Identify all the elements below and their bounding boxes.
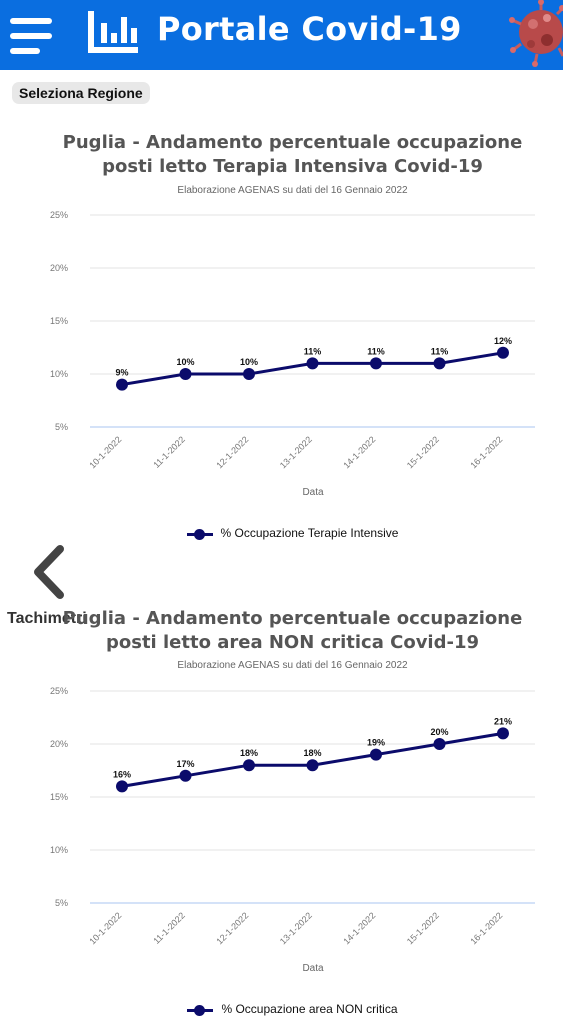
data-point <box>306 357 319 370</box>
data-point <box>116 780 128 793</box>
line-chart-plot: 5% 10% 15% 20% 25% 16% 17% 18% 18% 19% 20% 21% 10-1-… <box>50 686 535 972</box>
x-tick-label: 10-1-2022 <box>87 910 123 946</box>
chart-area-non-critica: Puglia - Andamento percentuale occupazio… <box>0 607 563 1024</box>
chart-subtitle: Elaborazione AGENAS su dati del 16 Genna… <box>177 660 408 671</box>
data-label: 9% <box>115 368 128 378</box>
data-point <box>179 769 192 782</box>
y-tick-label: 10% <box>50 845 68 855</box>
chevron-left-icon[interactable] <box>30 544 70 600</box>
data-label: 18% <box>240 748 258 758</box>
y-tick-label: 10% <box>50 369 68 379</box>
chart-legend[interactable]: % Occupazione area NON critica <box>0 1002 563 1016</box>
x-tick-label: 12-1-2022 <box>214 434 250 470</box>
data-label: 11% <box>431 346 449 356</box>
line-chart-plot: 5% 10% 15% 20% 25% 9% 10% 10% 11% 11% 11% 12% 10-1-2… <box>50 210 535 496</box>
x-tick-label: 16-1-2022 <box>468 910 504 946</box>
data-point <box>179 368 192 380</box>
y-tick-label: 20% <box>50 263 68 273</box>
y-tick-label: 25% <box>50 210 68 220</box>
y-tick-label: 15% <box>50 316 68 326</box>
chart-legend[interactable]: % Occupazione Terapie Intensive <box>0 526 563 540</box>
data-point <box>243 368 255 380</box>
app-header: Portale Covid-19 <box>0 0 563 70</box>
hamburger-menu-icon[interactable] <box>10 18 52 54</box>
y-tick-label: 20% <box>50 739 68 749</box>
data-point <box>370 748 382 761</box>
select-region-button[interactable]: Seleziona Regione <box>12 82 150 104</box>
data-point <box>497 346 509 359</box>
x-tick-label: 12-1-2022 <box>214 910 250 946</box>
data-label: 18% <box>303 748 321 758</box>
chart-title-line1: Puglia - Andamento percentuale occupazio… <box>62 608 523 629</box>
data-point <box>497 727 509 740</box>
x-tick-label: 15-1-2022 <box>405 910 441 946</box>
data-label: 10% <box>176 357 194 367</box>
y-tick-label: 5% <box>55 422 68 432</box>
chart-title-line2: posti letto area NON critica Covid-19 <box>105 632 480 653</box>
chart-title-line1: Puglia - Andamento percentuale occupazio… <box>62 132 523 153</box>
x-tick-label: 11-1-2022 <box>151 910 187 946</box>
app-title: Portale Covid-19 <box>157 10 462 48</box>
data-label: 21% <box>494 716 512 726</box>
x-tick-label: 13-1-2022 <box>278 434 314 470</box>
coronavirus-image <box>509 0 563 67</box>
data-point <box>370 357 382 370</box>
chart-terapia-intensiva: Puglia - Andamento percentuale occupazio… <box>0 131 563 546</box>
data-point <box>433 738 446 750</box>
data-point <box>433 357 446 370</box>
tachimetri-label[interactable]: Tachimetri <box>7 610 87 627</box>
legend-label: % Occupazione area NON critica <box>221 1002 398 1016</box>
data-point <box>306 759 319 772</box>
x-tick-label: 13-1-2022 <box>278 910 314 946</box>
y-tick-label: 25% <box>50 686 68 696</box>
y-tick-label: 5% <box>55 898 68 908</box>
x-tick-label: 16-1-2022 <box>468 434 504 470</box>
legend-label: % Occupazione Terapie Intensive <box>220 526 399 540</box>
x-tick-label: 15-1-2022 <box>405 434 441 470</box>
data-label: 10% <box>240 357 258 367</box>
data-label: 11% <box>367 346 385 356</box>
chart-title-line2: posti letto Terapia Intensiva Covid-19 <box>102 156 483 177</box>
x-tick-label: 14-1-2022 <box>341 910 377 946</box>
data-label: 20% <box>430 727 448 737</box>
legend-marker-icon <box>186 528 213 540</box>
bar-chart-logo-icon <box>88 11 138 53</box>
data-label: 19% <box>367 738 385 748</box>
chart-subtitle: Elaborazione AGENAS su dati del 16 Genna… <box>177 185 408 196</box>
data-label: 12% <box>494 336 512 346</box>
data-point <box>243 759 255 772</box>
x-tick-label: 14-1-2022 <box>341 434 377 470</box>
x-tick-label: 10-1-2022 <box>87 434 123 470</box>
data-label: 16% <box>113 769 131 779</box>
x-axis-label: Data <box>302 487 324 496</box>
data-point <box>116 378 128 391</box>
data-label: 11% <box>304 346 322 356</box>
x-axis-label: Data <box>302 963 324 972</box>
x-tick-label: 11-1-2022 <box>151 434 187 470</box>
legend-marker-icon <box>187 1004 214 1016</box>
data-label: 17% <box>176 759 194 769</box>
y-tick-label: 15% <box>50 792 68 802</box>
